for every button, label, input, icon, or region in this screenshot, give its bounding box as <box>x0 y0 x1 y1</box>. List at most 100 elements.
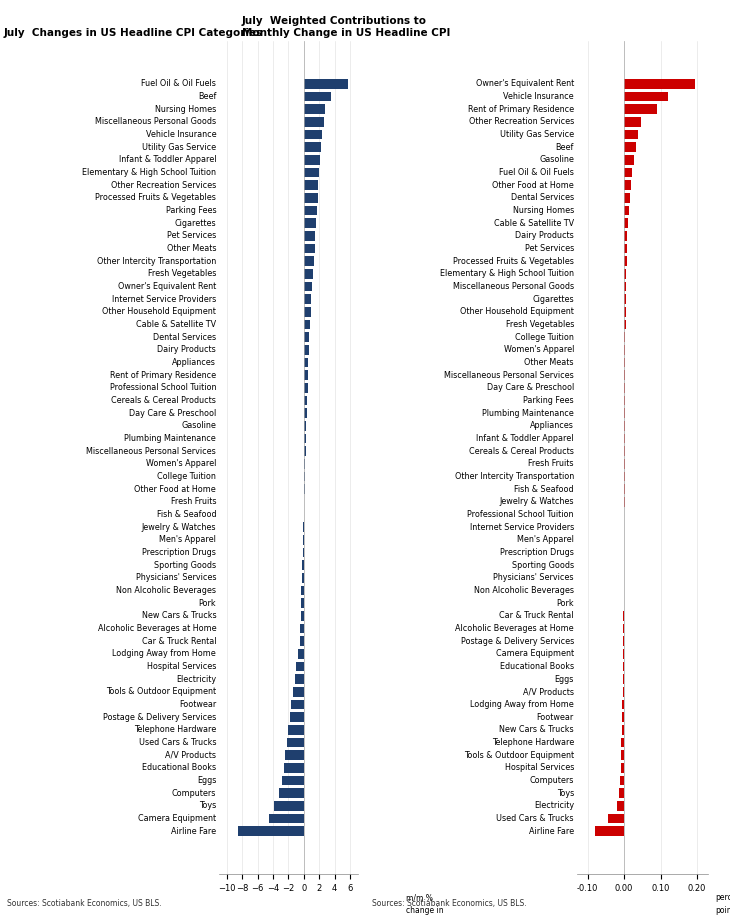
Bar <box>303 548 304 557</box>
Bar <box>304 167 319 178</box>
Bar <box>284 763 304 772</box>
Bar <box>624 319 626 329</box>
Bar <box>304 104 326 113</box>
Bar <box>624 371 625 380</box>
Bar <box>304 193 318 202</box>
Bar <box>624 383 625 393</box>
Bar <box>622 713 624 722</box>
Bar <box>304 130 322 139</box>
Bar <box>623 687 624 696</box>
Text: July  Changes in US Headline CPI Categories: July Changes in US Headline CPI Categori… <box>4 27 264 38</box>
Bar <box>624 167 632 178</box>
Bar <box>304 92 331 102</box>
Bar <box>623 662 624 672</box>
Bar <box>304 434 306 443</box>
Bar <box>283 776 304 785</box>
Bar <box>285 750 304 760</box>
Bar <box>624 256 626 266</box>
Bar <box>595 826 624 836</box>
Bar <box>269 813 304 824</box>
Bar <box>624 206 629 215</box>
Bar <box>304 358 308 367</box>
Bar <box>303 535 304 544</box>
Text: Sources: Scotiabank Economics, US BLS.: Sources: Scotiabank Economics, US BLS. <box>7 899 162 908</box>
Bar <box>624 396 625 405</box>
Bar <box>304 282 312 291</box>
Bar <box>304 319 310 329</box>
Bar <box>304 345 309 355</box>
Bar <box>623 674 624 684</box>
Bar <box>304 421 307 431</box>
Bar <box>621 750 624 760</box>
Bar <box>624 92 668 102</box>
Bar <box>274 802 304 811</box>
Bar <box>296 662 304 672</box>
Bar <box>304 243 315 253</box>
Bar <box>304 180 318 190</box>
Bar <box>304 269 313 278</box>
Bar <box>622 725 624 735</box>
Bar <box>623 649 624 659</box>
Bar <box>620 763 624 772</box>
Bar <box>624 295 626 304</box>
Bar <box>304 447 306 456</box>
Bar <box>608 813 624 824</box>
Bar <box>304 231 315 241</box>
Bar <box>622 700 624 709</box>
Bar <box>623 637 624 646</box>
Text: m/m %
change in
CPI, SA: m/m % change in CPI, SA <box>407 893 444 915</box>
Bar <box>624 231 628 241</box>
Bar <box>302 560 304 570</box>
Bar <box>304 206 317 215</box>
Bar <box>623 624 624 633</box>
Bar <box>279 789 304 798</box>
Bar <box>623 611 624 620</box>
Bar <box>304 219 316 228</box>
Bar <box>624 307 626 317</box>
Bar <box>304 307 311 317</box>
Bar <box>301 611 304 620</box>
Text: Sources: Scotiabank Economics, US BLS.: Sources: Scotiabank Economics, US BLS. <box>372 899 527 908</box>
Bar <box>304 332 310 342</box>
Bar <box>304 117 324 126</box>
Bar <box>304 396 307 405</box>
Bar <box>304 459 305 468</box>
Bar <box>304 256 314 266</box>
Bar <box>304 143 320 152</box>
Text: July  Weighted Contributions to
Monthly Change in US Headline CPI: July Weighted Contributions to Monthly C… <box>242 16 450 38</box>
Bar <box>301 598 304 608</box>
Bar <box>624 117 641 126</box>
Bar <box>620 776 624 785</box>
Bar <box>300 637 304 646</box>
Bar <box>294 674 304 684</box>
Bar <box>304 383 307 393</box>
Bar <box>304 371 308 380</box>
Bar <box>238 826 304 836</box>
Bar <box>624 332 626 342</box>
Bar <box>304 295 312 304</box>
Bar <box>287 737 304 748</box>
Bar <box>293 687 304 696</box>
Bar <box>304 408 307 418</box>
Bar <box>304 472 305 481</box>
Bar <box>624 180 631 190</box>
Bar <box>621 737 624 748</box>
Bar <box>617 802 624 811</box>
Bar <box>288 725 304 735</box>
Bar <box>624 193 630 202</box>
Bar <box>624 345 626 355</box>
Text: percentage
point
contribution
to m/m %
change in
CPI, SA: percentage point contribution to m/m % c… <box>715 893 730 915</box>
Bar <box>624 219 628 228</box>
Bar <box>291 700 304 709</box>
Bar <box>624 79 696 89</box>
Bar <box>290 713 304 722</box>
Bar <box>624 358 626 367</box>
Bar <box>301 573 304 583</box>
Bar <box>300 624 304 633</box>
Bar <box>301 586 304 596</box>
Bar <box>624 408 625 418</box>
Bar <box>624 269 626 278</box>
Bar <box>624 130 638 139</box>
Bar <box>304 155 320 165</box>
Bar <box>624 104 657 113</box>
